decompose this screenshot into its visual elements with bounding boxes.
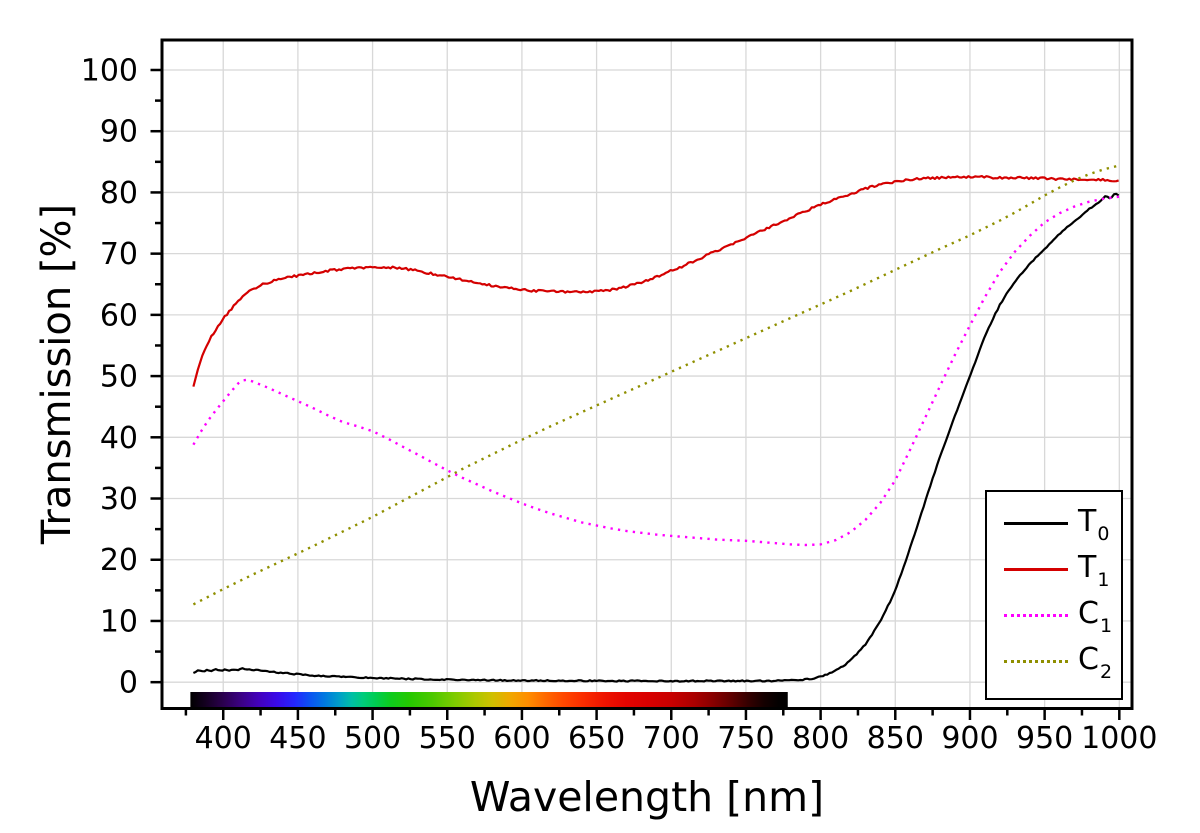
x-tick-label-500: 500 xyxy=(344,721,401,756)
x-tick-label-1000: 1000 xyxy=(1081,721,1157,756)
y-tick-label-0: 0 xyxy=(119,666,138,701)
legend-label-C2: C2 xyxy=(1078,641,1113,683)
y-tick-label-90: 90 xyxy=(100,115,138,150)
y-tick-label-60: 60 xyxy=(100,298,138,333)
legend-line-sample-C1 xyxy=(1004,613,1068,617)
curve-T0 xyxy=(192,192,1120,683)
legend-label-C1: C1 xyxy=(1078,595,1113,637)
x-tick-label-850: 850 xyxy=(867,721,924,756)
x-tick-label-400: 400 xyxy=(195,721,252,756)
x-tick-label-800: 800 xyxy=(792,721,849,756)
legend-entry-T1: T1 xyxy=(987,546,1121,592)
x-tick-label-900: 900 xyxy=(941,721,998,756)
plot-frame xyxy=(160,38,1134,710)
legend-label-T0: T0 xyxy=(1078,503,1110,545)
legend-entry-C1: C1 xyxy=(987,592,1121,638)
legend-entry-T0: T0 xyxy=(987,500,1121,546)
x-tick-label-750: 750 xyxy=(717,721,774,756)
y-tick-label-50: 50 xyxy=(100,360,138,395)
y-tick-label-10: 10 xyxy=(100,604,138,639)
y-tick-label-40: 40 xyxy=(100,421,138,456)
x-tick-label-450: 450 xyxy=(269,721,326,756)
legend: T0 T1 C1 C2 xyxy=(985,490,1123,700)
x-tick-label-650: 650 xyxy=(568,721,625,756)
legend-entry-C2: C2 xyxy=(987,638,1121,684)
x-tick-label-700: 700 xyxy=(643,721,700,756)
legend-line-sample-T0 xyxy=(1004,521,1068,525)
y-tick-label-70: 70 xyxy=(100,237,138,272)
visible-spectrum-bar xyxy=(190,692,788,708)
x-tick-label-550: 550 xyxy=(419,721,476,756)
x-tick-label-600: 600 xyxy=(493,721,550,756)
legend-label-T1: T1 xyxy=(1078,549,1110,591)
y-tick-label-80: 80 xyxy=(100,176,138,211)
y-axis-title: Transmission [%] xyxy=(34,203,80,545)
y-tick-label-30: 30 xyxy=(100,482,138,517)
legend-line-sample-T1 xyxy=(1004,567,1068,571)
y-tick-label-20: 20 xyxy=(100,543,138,578)
curve-C2 xyxy=(192,164,1120,606)
x-tick-label-950: 950 xyxy=(1016,721,1073,756)
curve-C1 xyxy=(192,195,1120,547)
y-tick-label-100: 100 xyxy=(81,53,138,88)
curve-T1 xyxy=(192,175,1119,387)
legend-line-sample-C2 xyxy=(1004,659,1068,663)
x-axis-title: Wavelength [nm] xyxy=(469,773,825,821)
